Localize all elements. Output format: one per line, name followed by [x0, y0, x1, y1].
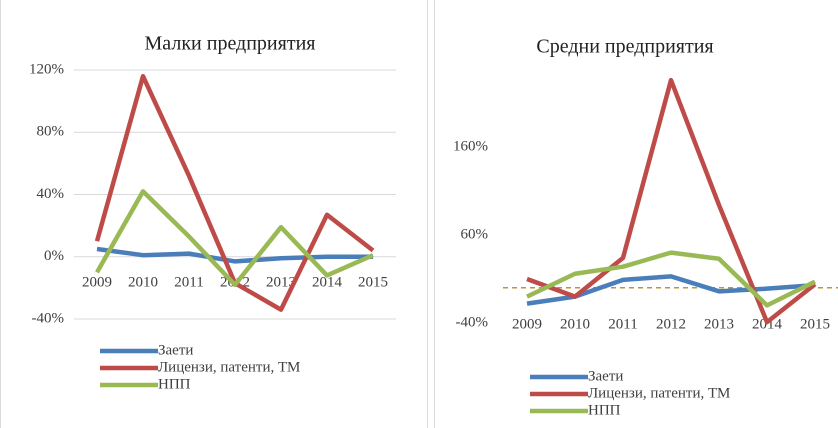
x-tick-label: 2013 [266, 274, 296, 290]
legend-label: Заети [158, 342, 193, 358]
y-tick-label: -40% [32, 310, 65, 326]
x-tick-label: 2009 [512, 316, 542, 332]
x-tick-label: 2015 [358, 274, 388, 290]
y-tick-label: 60% [461, 226, 489, 242]
legend-label: НПП [588, 402, 621, 418]
legend-label: Заети [588, 368, 623, 384]
x-tick-label: 2014 [312, 274, 343, 290]
panel-frame [0, 0, 428, 428]
series-line [526, 274, 816, 306]
series-line [95, 189, 374, 288]
x-tick-label: 2010 [560, 316, 590, 332]
y-tick-label: 80% [37, 124, 65, 140]
panel-frame [434, 0, 435, 428]
chart-title: Средни предприятия [536, 36, 713, 58]
x-tick-label: 2010 [128, 274, 158, 290]
series-line [526, 250, 816, 308]
series-line [96, 246, 373, 264]
x-tick-label: 2015 [800, 316, 830, 332]
y-tick-label: 0% [44, 248, 64, 264]
legend-label: Лицензи, патенти, ТМ [588, 385, 730, 401]
chart-title: Малки предприятия [145, 33, 316, 55]
series-line [526, 77, 817, 325]
legend-label: НПП [158, 376, 191, 392]
y-tick-label: -40% [456, 314, 489, 330]
x-tick-label: 2014 [752, 316, 783, 332]
x-tick-label: 2013 [704, 316, 734, 332]
y-tick-label: 40% [37, 186, 65, 202]
x-tick-label: 2012 [656, 316, 686, 332]
x-tick-label: 2009 [82, 274, 112, 290]
x-tick-label: 2011 [608, 316, 637, 332]
legend-label: Лицензи, патенти, ТМ [158, 359, 300, 375]
x-tick-label: 2011 [174, 274, 203, 290]
y-tick-label: 120% [29, 61, 64, 77]
y-tick-label: 160% [453, 138, 488, 154]
